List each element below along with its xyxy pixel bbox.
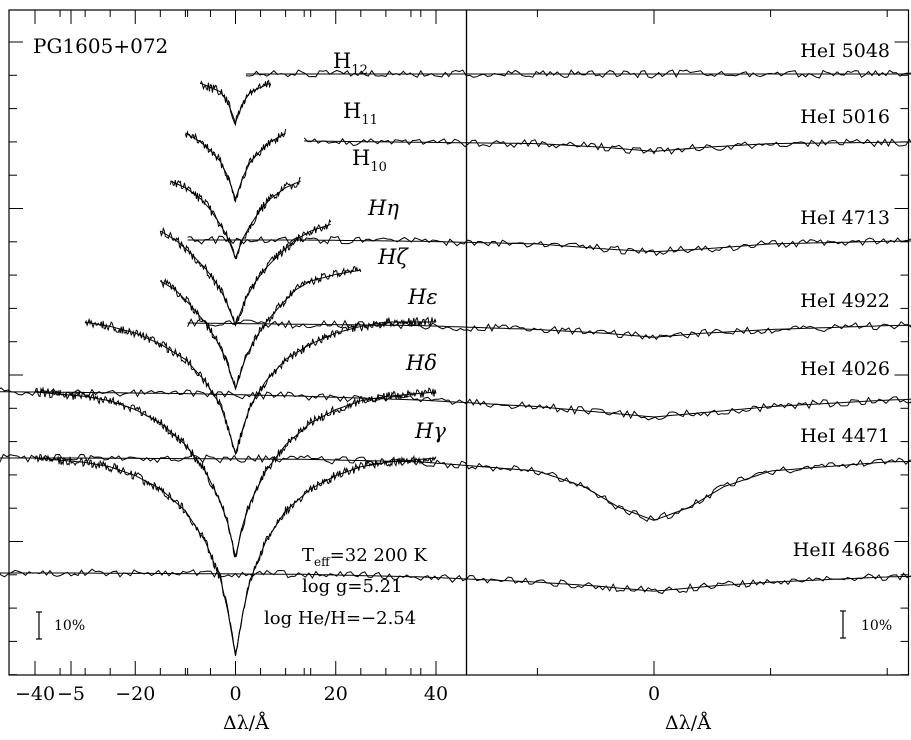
line-label-hepsilon: Hε: [407, 285, 438, 309]
sub-10: 10: [370, 160, 387, 175]
left-spectrum-observed: [160, 265, 362, 391]
line-label-hgamma: Hγ: [414, 419, 446, 443]
line-label-hzeta: Hζ: [377, 245, 409, 269]
right-series: [187, 318, 911, 341]
line-label-hdelta: Hδ: [405, 351, 437, 375]
right-series: [245, 69, 911, 79]
right-series: [187, 235, 911, 257]
right-spectra: [0, 69, 911, 595]
left-x-tick-label: 20: [324, 683, 348, 705]
sub-eff: eff: [314, 555, 331, 569]
right-series: [0, 568, 911, 595]
left-series: [199, 79, 272, 127]
left-spectrum-model: [200, 82, 271, 124]
left-spectrum-model: [185, 132, 286, 201]
left-series: [34, 386, 437, 558]
line-label-heta: Hη: [367, 196, 399, 220]
right-scale-bar: 10%: [840, 610, 892, 639]
right-spectrum-observed: [303, 137, 911, 155]
left-scale-bar-label: 10%: [54, 618, 85, 634]
right-series: [0, 387, 911, 421]
left-x-axis-label: Δλ/Å: [223, 712, 269, 734]
param-teff: Teff=32 200 K: [302, 545, 427, 569]
right-x-tick-label: 0: [648, 683, 660, 705]
left-series: [169, 177, 301, 260]
left-x-tick-label: −20: [115, 683, 155, 705]
right-spectrum-model: [187, 239, 911, 253]
line-label-hei4922: HeI 4922: [800, 290, 890, 312]
sub-11: 11: [361, 113, 378, 128]
line-label-h11: H11: [343, 99, 378, 128]
right-spectrum-observed: [0, 387, 911, 421]
left-spectra: [34, 79, 437, 657]
right-x-axis: −50510: [57, 10, 888, 705]
left-series: [160, 265, 362, 391]
right-spectrum-model: [187, 322, 911, 338]
right-spectrum-observed: [0, 453, 911, 523]
line-label-hei4026: HeI 4026: [800, 358, 890, 380]
left-x-tick-label: −40: [15, 683, 55, 705]
right-series: [0, 453, 911, 523]
left-spectrum-observed: [169, 177, 301, 260]
sub-12: 12: [351, 63, 368, 78]
param-teff-value: =32 200 K: [330, 545, 428, 566]
right-spectrum-model: [304, 140, 911, 152]
left-spectrum-observed: [84, 316, 437, 454]
right-x-tick-label: −5: [57, 683, 85, 705]
line-label-hei4471: HeI 4471: [800, 425, 890, 447]
line-label-heii4686: HeII 4686: [793, 539, 890, 561]
right-panel-frame: [465, 9, 910, 676]
right-series: [303, 137, 911, 155]
frame-ticks: [9, 41, 909, 676]
left-series: [84, 316, 437, 456]
right-spectrum-model: [0, 391, 911, 418]
left-spectrum-model: [170, 180, 301, 260]
left-spectrum-model: [160, 223, 331, 327]
left-spectrum-observed: [34, 386, 437, 558]
left-spectrum-model: [34, 391, 437, 558]
object-name: PG1605+072: [33, 34, 168, 58]
line-label-h10: H10: [352, 146, 387, 175]
left-spectrum-model: [34, 457, 437, 657]
left-series: [184, 128, 287, 203]
left-x-axis: −40 −20 0 20 40: [15, 10, 448, 705]
left-x-tick-label: 40: [424, 683, 448, 705]
left-spectrum-observed: [184, 128, 287, 203]
left-spectrum-observed: [199, 79, 272, 127]
left-series: [159, 218, 332, 327]
line-label-hei5048: HeI 5048: [800, 40, 890, 62]
left-scale-bar: 10%: [36, 611, 85, 640]
right-scale-bar-label: 10%: [861, 618, 892, 634]
left-spectrum-model: [160, 269, 361, 391]
left-x-tick-label: 0: [229, 683, 241, 705]
param-loghe: log He/H=−2.54: [264, 608, 416, 629]
right-spectrum-observed: [0, 568, 911, 595]
right-spectrum-model: [0, 572, 911, 592]
param-logg: log g=5.21: [302, 576, 403, 597]
right-spectrum-observed: [187, 318, 911, 341]
line-label-hei4713: HeI 4713: [800, 207, 890, 229]
left-series: [34, 454, 437, 657]
left-line-labels: H12 H11 H10 Hη Hζ Hε Hδ Hγ: [333, 49, 446, 443]
right-line-labels: HeI 5048 HeI 5016 HeI 4713 HeI 4922 HeI …: [793, 40, 890, 561]
line-label-hei5016: HeI 5016: [800, 106, 890, 128]
atmosphere-parameters: Teff=32 200 K log g=5.21 log He/H=−2.54: [264, 545, 427, 629]
right-spectrum-model: [0, 457, 911, 521]
right-x-axis-label: Δλ/Å: [665, 712, 711, 734]
